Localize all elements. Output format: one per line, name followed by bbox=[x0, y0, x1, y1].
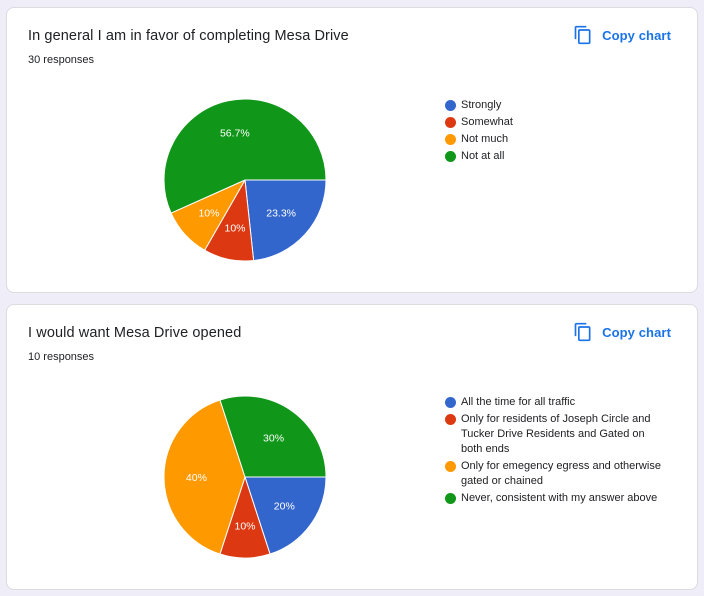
legend-item[interactable]: Not at all bbox=[445, 149, 667, 164]
legend-swatch bbox=[445, 461, 456, 472]
legend-swatch bbox=[445, 134, 456, 145]
pie-chart: 23.3% 10% 10% 56.7% bbox=[163, 98, 327, 262]
copy-chart-button[interactable]: Copy chart bbox=[565, 317, 683, 347]
legend-label: Not much bbox=[461, 133, 509, 145]
copy-chart-icon bbox=[574, 322, 591, 342]
legend-swatch bbox=[445, 117, 456, 128]
pie-slice-label: 10% bbox=[224, 223, 245, 235]
pie-chart: 20% 10% 40% 30% bbox=[163, 395, 327, 559]
legend-swatch bbox=[445, 493, 456, 504]
legend-label: Only for residents of Joseph Circle and … bbox=[461, 413, 651, 455]
pie-slice-all-the-time-for-all-traffic[interactable] bbox=[244, 476, 327, 555]
copy-chart-label: Copy chart bbox=[602, 27, 671, 43]
response-count: 30 responses bbox=[28, 54, 95, 66]
legend-label: Not at all bbox=[461, 150, 505, 162]
pie-slice-label: 30% bbox=[263, 433, 284, 445]
pie-slice-label: 10% bbox=[234, 521, 255, 533]
pie-slice-label: 20% bbox=[274, 501, 295, 513]
legend-item[interactable]: Only for emegency egress and otherwise g… bbox=[445, 459, 667, 489]
summary-card-mesa-drive-opened: I would want Mesa Drive opened 10 respon… bbox=[6, 304, 698, 590]
legend-swatch bbox=[445, 414, 456, 425]
copy-chart-icon bbox=[574, 25, 591, 45]
pie-slice-label: 23.3% bbox=[266, 207, 296, 219]
chart-legend: All the time for all traffic Only for res… bbox=[445, 395, 667, 508]
response-count: 10 responses bbox=[28, 351, 95, 363]
legend-label: Strongly bbox=[461, 99, 502, 111]
pie-slice-strongly[interactable] bbox=[244, 179, 327, 262]
question-title: I would want Mesa Drive opened bbox=[28, 325, 242, 341]
pie-slice-label: 10% bbox=[198, 208, 219, 220]
legend-label: All the time for all traffic bbox=[461, 396, 576, 408]
copy-chart-label: Copy chart bbox=[602, 324, 671, 340]
pie-slice-label: 56.7% bbox=[220, 127, 250, 139]
copy-chart-button[interactable]: Copy chart bbox=[565, 20, 683, 50]
summary-card-mesa-drive-favor: In general I am in favor of completing M… bbox=[6, 7, 698, 293]
legend-item[interactable]: Strongly bbox=[445, 98, 667, 113]
legend-swatch bbox=[445, 151, 456, 162]
legend-swatch bbox=[445, 397, 456, 408]
pie-slice-not-at-all[interactable] bbox=[163, 98, 327, 214]
legend-item[interactable]: Never, consistent with my answer above bbox=[445, 491, 667, 506]
legend-item[interactable]: Somewhat bbox=[445, 115, 667, 130]
legend-label: Only for emegency egress and otherwise g… bbox=[461, 460, 661, 487]
chart-legend: Strongly Somewhat Not much Not at all bbox=[445, 98, 667, 166]
legend-item[interactable]: All the time for all traffic bbox=[445, 395, 667, 410]
legend-label: Never, consistent with my answer above bbox=[461, 492, 658, 504]
legend-item[interactable]: Only for residents of Joseph Circle and … bbox=[445, 412, 667, 457]
pie-slice-only-for-emegency-egress-and-o[interactable] bbox=[163, 399, 246, 555]
question-title: In general I am in favor of completing M… bbox=[28, 28, 349, 44]
legend-swatch bbox=[445, 100, 456, 111]
pie-slice-label: 40% bbox=[186, 472, 207, 484]
legend-item[interactable]: Not much bbox=[445, 132, 667, 147]
legend-label: Somewhat bbox=[461, 116, 513, 128]
pie-slice-never-consistent-with-my-answe[interactable] bbox=[219, 395, 327, 478]
